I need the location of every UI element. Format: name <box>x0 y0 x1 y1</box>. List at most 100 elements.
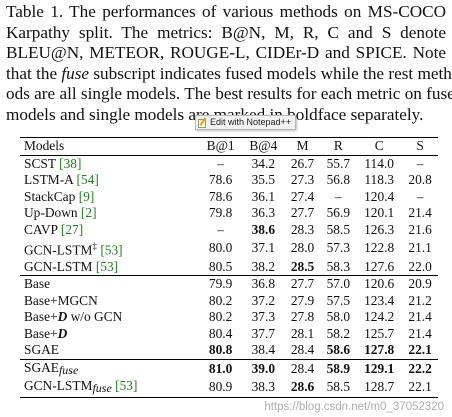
citation-link[interactable]: [9] <box>78 188 95 204</box>
metric-value-cell: 58.6 <box>326 342 351 358</box>
metric-value-cell: 37.1 <box>251 240 276 256</box>
metric-value-cell: 35.5 <box>251 172 276 187</box>
metric-value-cell: 81.0 <box>208 360 233 376</box>
metric-value-cell: 36.3 <box>251 205 276 220</box>
metric-value-cell: 27.4 <box>290 188 315 204</box>
metric-value-cell: 27.7 <box>290 205 315 220</box>
caption-line: BLEU@N, METEOR, ROUGE-L, CIDEr-D and SPI… <box>6 43 446 62</box>
citation-link[interactable]: [54] <box>76 172 99 187</box>
results-table: Models B@1 B@4 M R C S SCST [38] – 34.2 26.7 55.7 1… <box>20 137 438 398</box>
metric-value-cell: 80.2 <box>208 292 233 308</box>
caption-text: subscript indicates fused models while t… <box>93 63 452 83</box>
model-name-cell: SGAEfuse <box>24 359 79 377</box>
metric-value-cell: 127.6 <box>364 258 395 274</box>
watermark: https://blog.csdn.net/m0_37052320 <box>264 401 444 413</box>
metric-value-cell: 21.4 <box>408 325 432 341</box>
model-name-cell: SGAE <box>24 342 59 358</box>
metric-value-cell: 36.8 <box>251 276 276 292</box>
model-name-cell: SCST [38] <box>24 155 82 171</box>
metric-value-cell: 22.1 <box>408 342 432 358</box>
metric-value-cell: 57.0 <box>326 276 351 292</box>
metric-value-cell: 58.3 <box>326 258 351 274</box>
metric-value-cell: 122.8 <box>364 240 395 256</box>
citation-link[interactable]: [38] <box>59 155 82 171</box>
metric-value-cell: 58.2 <box>326 325 351 341</box>
metric-value-cell: 58.0 <box>326 309 351 325</box>
metric-value-cell: 26.7 <box>290 155 315 171</box>
table-row: StackCap [9] 78.6 36.1 27.4 – 120.4 – <box>20 189 438 206</box>
model-name-cell: Base <box>24 276 51 292</box>
model-name-cell: Base+D w/o GCN <box>24 309 123 325</box>
metric-value-cell: 38.2 <box>251 258 276 274</box>
metric-value-cell: 39.0 <box>251 360 276 376</box>
metric-value-cell: – <box>416 188 424 204</box>
caption-text: that the <box>6 63 58 83</box>
metric-value-cell: 38.6 <box>251 221 276 237</box>
column-header-metric: M <box>296 138 309 153</box>
metric-value-cell: 120.1 <box>364 205 395 220</box>
table-row: GCN-LSTMfuse [53] 80.9 38.3 28.6 58.5 128.7 22… <box>20 378 438 398</box>
citation-link[interactable]: [53] <box>100 242 123 258</box>
table-row: GCN-LSTM‡ [53] 80.0 37.1 28.0 57.3 122.8 21.1 <box>20 238 438 259</box>
metric-value-cell: 80.8 <box>208 342 233 358</box>
metric-value-cell: 22.2 <box>408 360 432 376</box>
metric-value-cell: 80.2 <box>208 309 233 325</box>
column-header-metric: B@1 <box>206 138 235 153</box>
metric-value-cell: 36.1 <box>251 188 276 204</box>
model-name-cell: CAVP [27] <box>24 221 84 237</box>
metric-value-cell: 20.8 <box>408 172 432 187</box>
column-header-metric: B@4 <box>249 138 278 153</box>
metric-value-cell: – <box>334 188 342 204</box>
metric-value-cell: 38.4 <box>251 342 276 358</box>
metric-value-cell: 126.3 <box>364 221 395 237</box>
metric-value-cell: 80.5 <box>208 258 233 274</box>
metric-value-cell: 28.3 <box>290 221 315 237</box>
metric-value-cell: 57.3 <box>326 240 351 256</box>
metric-value-cell: 79.9 <box>208 276 233 292</box>
table-row: Up-Down [2] 79.8 36.3 27.7 56.9 120.1 21.4 <box>20 205 438 222</box>
table-row: Base+MGCN 80.2 37.2 27.9 57.5 123.4 21.2 <box>20 293 438 310</box>
fuse-subscript-term: fuse <box>61 63 90 83</box>
table-caption: Table 1. The performances of various met… <box>6 2 452 125</box>
metric-value-cell: 56.9 <box>326 205 351 220</box>
metric-value-cell: 120.4 <box>364 188 395 204</box>
table-row: SGAEfuse 81.0 39.0 28.4 58.9 129.1 22.2 <box>20 359 438 378</box>
metric-value-cell: 58.5 <box>326 221 351 237</box>
citation-link[interactable]: [2] <box>80 205 97 220</box>
citation-link[interactable]: [27] <box>60 221 84 237</box>
caption-line: Karpathy split. The metrics: B@N, M, R, … <box>6 22 446 42</box>
metric-value-cell: – <box>217 155 224 171</box>
metric-value-cell: 20.9 <box>408 276 432 292</box>
metric-value-cell: 55.7 <box>326 155 351 171</box>
metric-value-cell: 58.9 <box>326 360 351 376</box>
metric-value-cell: 28.6 <box>290 379 315 395</box>
metric-value-cell: 28.4 <box>290 342 315 358</box>
metric-value-cell: 118.3 <box>364 172 394 187</box>
citation-link[interactable]: [53] <box>95 258 119 274</box>
citation-link[interactable]: [53] <box>115 378 138 394</box>
metric-value-cell: 22.0 <box>408 258 432 274</box>
table-header-row: Models B@1 B@4 M R C S <box>20 137 438 155</box>
model-name-cell: LSTM-A [54] <box>24 172 99 187</box>
table-row: GCN-LSTM [53] 80.5 38.2 28.5 58.3 127.6 22.0 <box>20 259 438 276</box>
metric-value-cell: 21.2 <box>408 292 432 308</box>
model-name-cell: Base+D <box>24 325 68 341</box>
metric-value-cell: 125.7 <box>364 325 395 341</box>
metric-value-cell: 38.3 <box>251 379 276 395</box>
table-row: Base 79.9 36.8 27.7 57.0 120.6 20.9 <box>20 275 438 293</box>
model-name-cell: GCN-LSTMfuse [53] <box>24 378 138 396</box>
table-row: SGAE 80.8 38.4 28.4 58.6 127.8 22.1 <box>20 342 438 359</box>
column-header-metric: C <box>374 138 384 153</box>
metric-value-cell: 34.2 <box>251 155 276 171</box>
metric-value-cell: 37.3 <box>251 309 276 325</box>
metric-value-cell: 21.4 <box>408 309 432 325</box>
metric-value-cell: 120.6 <box>364 276 395 292</box>
metric-value-cell: 129.1 <box>364 360 395 376</box>
table-row: CAVP [27] – 38.6 28.3 58.5 126.3 21.6 <box>20 222 438 239</box>
notepad-tooltip[interactable]: Edit with Notepad++ <box>195 115 297 130</box>
metric-value-cell: 28.0 <box>290 240 315 256</box>
metric-value-cell: 28.1 <box>290 325 315 341</box>
column-header-models: Models <box>20 137 200 155</box>
metric-value-cell: 57.5 <box>326 292 351 308</box>
metric-value-cell: 78.6 <box>208 172 233 187</box>
